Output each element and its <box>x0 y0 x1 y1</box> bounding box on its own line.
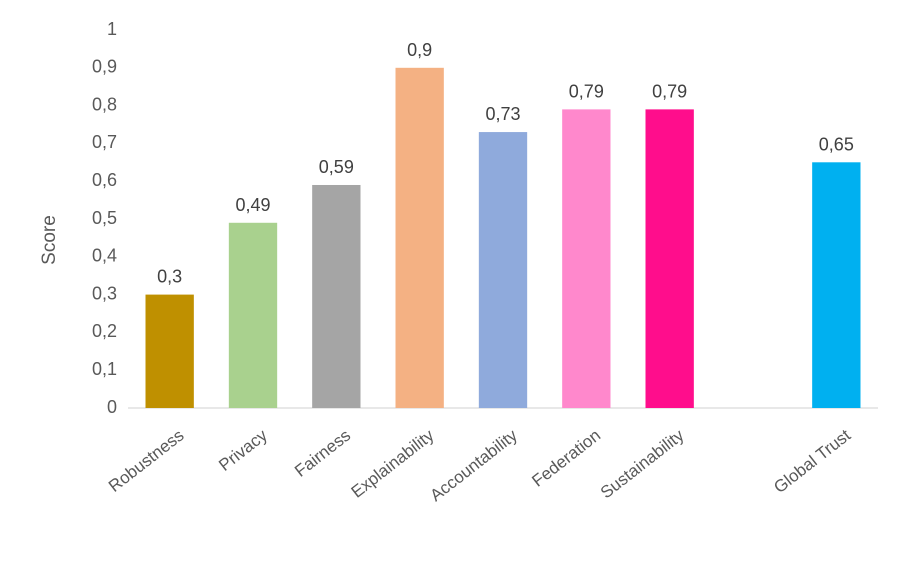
data-label: 0,65 <box>819 134 854 154</box>
category-label: Privacy <box>215 425 271 475</box>
data-label: 0,3 <box>157 267 182 287</box>
y-tick-label: 0,9 <box>92 57 117 77</box>
y-tick-label: 0,3 <box>92 283 117 303</box>
data-labels: 0,3 0,49 0,59 0,9 0,73 0,79 0,79 0,65 <box>157 40 854 287</box>
category-labels: Robustness Privacy FairnessExplainabilityA… <box>105 425 854 505</box>
bar <box>312 184 361 408</box>
bar <box>478 132 528 408</box>
category-label: Federation <box>528 426 604 491</box>
y-tick-label: 0 <box>107 397 117 417</box>
data-label: 0,79 <box>652 81 687 101</box>
bar <box>812 162 861 408</box>
y-tick-label: 0,1 <box>92 359 117 379</box>
category-label: Sustainability <box>597 425 688 502</box>
data-label: 0,9 <box>407 40 432 60</box>
data-label: 0,79 <box>569 81 604 101</box>
y-axis-ticks: 0 0,1 0,2 0,3 0,4 0,5 0,6 0,7 0,8 0,9 1 <box>92 19 117 417</box>
y-tick-label: 0,5 <box>92 208 117 228</box>
category-label: Global Trust <box>770 425 854 497</box>
y-tick-label: 1 <box>107 19 117 39</box>
bar <box>395 67 444 409</box>
y-tick-label: 0,6 <box>92 170 117 190</box>
data-label: 0,49 <box>235 195 270 215</box>
bar <box>645 109 694 408</box>
data-label: 0,73 <box>485 104 520 124</box>
category-label: Fairness <box>291 426 354 481</box>
bar <box>562 109 611 408</box>
category-label: Accountability <box>426 425 521 505</box>
y-tick-label: 0,8 <box>92 94 117 114</box>
bars <box>145 67 861 409</box>
category-label: Robustness <box>105 426 187 496</box>
y-tick-label: 0,2 <box>92 321 117 341</box>
bar <box>145 294 194 408</box>
y-tick-label: 0,7 <box>92 132 117 152</box>
y-tick-label: 0,4 <box>92 246 117 266</box>
bar <box>228 222 278 408</box>
category-label: Explainability <box>348 425 438 501</box>
data-label: 0,59 <box>319 157 354 177</box>
y-axis-label: Score <box>39 215 60 265</box>
